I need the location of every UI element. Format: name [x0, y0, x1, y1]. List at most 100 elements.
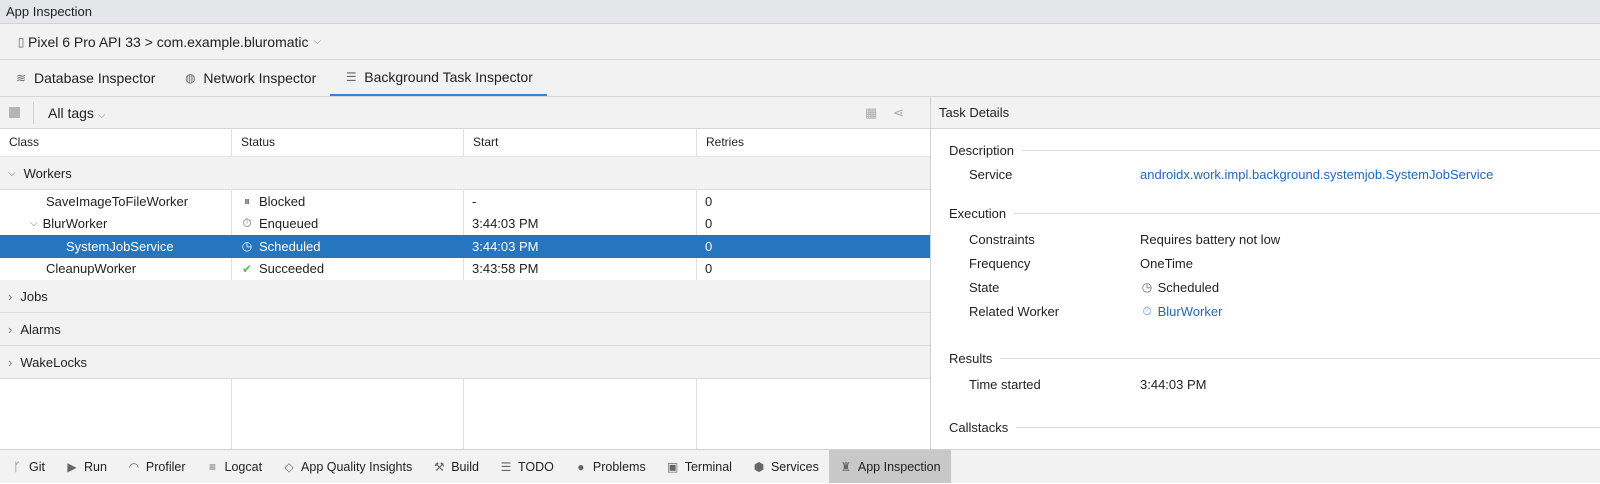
clock-icon: ◷ [241, 239, 253, 254]
tool-build[interactable]: ⚒ Build [422, 450, 489, 483]
time-started-value: 3:44:03 PM [1140, 376, 1207, 392]
group-workers[interactable]: ⌵ Workers [0, 157, 930, 190]
tool-problems[interactable]: ● Problems [564, 450, 656, 483]
timer-icon: ⏱ [242, 216, 252, 231]
tab-label: Background Task Inspector [364, 69, 533, 85]
tool-label: App Inspection [857, 459, 941, 474]
state-label: State [969, 279, 1000, 295]
table-header: Class Status Start Retries [0, 129, 930, 157]
table-empty-area [0, 379, 930, 451]
chevron-right-icon: › [8, 288, 13, 304]
tool-label: Profiler [145, 459, 186, 474]
table-view-icon[interactable]: ▦ [865, 104, 878, 120]
device-selector[interactable]: ▯ Pixel 6 Pro API 33 > com.example.bluro… [0, 24, 1600, 60]
tool-label: Git [29, 459, 45, 474]
cell-retries: 0 [705, 193, 713, 209]
status-label: Scheduled [259, 238, 321, 254]
column-start[interactable]: Start [464, 129, 697, 156]
device-icon: ▯ [17, 34, 25, 49]
tool-services[interactable]: ⬢ Services [742, 450, 829, 483]
cell-class: ⌵ BlurWorker [0, 212, 232, 235]
task-toolbar: All tags ⌵ ▦ ⋖ [0, 97, 930, 129]
cell-class: SystemJobService [0, 235, 232, 258]
section-heading: Callstacks [949, 420, 1009, 435]
group-label: WakeLocks [20, 354, 88, 370]
chevron-down-icon: ⌵ [8, 167, 16, 179]
related-worker-link[interactable]: BlurWorker [1157, 303, 1223, 319]
group-jobs[interactable]: › Jobs [0, 280, 930, 313]
section-heading: Execution [949, 206, 1007, 221]
tab-database-inspector[interactable]: ≋ Database Inspector [0, 60, 169, 96]
tool-label: Problems [592, 459, 646, 474]
inspector-tabs: ≋ Database Inspector ◍ Network Inspector ☰… [0, 60, 1600, 97]
time-started-label: Time started [969, 376, 1041, 392]
frequency-value: OneTime [1140, 255, 1193, 271]
tool-label: Terminal [684, 459, 732, 474]
logcat-icon: ≡ [209, 459, 217, 474]
constraints-value: Requires battery not low [1140, 231, 1281, 247]
status-label: Succeeded [259, 261, 325, 277]
tool-app-inspection[interactable]: ♜ App Inspection [828, 450, 951, 483]
tool-run[interactable]: ▶ Run [55, 450, 117, 483]
cell-status: ⏱ Enqueued [232, 212, 464, 235]
cell-status: ◷ Scheduled [232, 235, 464, 258]
tab-background-task-inspector[interactable]: ☰ Background Task Inspector [330, 60, 547, 96]
git-icon: ᚴ [13, 459, 21, 474]
tags-dropdown[interactable]: All tags ⌵ [48, 105, 105, 121]
window-title: App Inspection [0, 0, 1600, 24]
tool-label: Services [770, 459, 819, 474]
check-icon: ✔ [241, 261, 253, 276]
section-heading: Description [949, 143, 1015, 158]
tab-network-inspector[interactable]: ◍ Network Inspector [169, 60, 330, 96]
clock-icon: ◷ [1141, 280, 1153, 294]
tool-profiler[interactable]: ◠ Profiler [117, 450, 196, 483]
constraints-label: Constraints [969, 231, 1035, 247]
state-value: Scheduled [1157, 279, 1220, 295]
services-icon: ⬢ [753, 459, 765, 474]
tool-terminal[interactable]: ▣ Terminal [656, 450, 742, 483]
hammer-icon: ⚒ [433, 459, 445, 474]
column-class[interactable]: Class [0, 129, 232, 156]
service-link[interactable]: androidx.work.impl.background.systemjob.… [1140, 166, 1494, 182]
tab-label: Network Inspector [203, 70, 317, 86]
group-alarms[interactable]: › Alarms [0, 313, 930, 346]
tool-todo[interactable]: ☰ TODO [489, 450, 564, 483]
cell-status: ✔ Succeeded [232, 257, 464, 280]
cell-retries: 0 [705, 238, 713, 254]
group-wakelocks[interactable]: › WakeLocks [0, 346, 930, 379]
column-retries[interactable]: Retries [706, 135, 745, 149]
cell-start: 3:44:03 PM [464, 235, 697, 258]
section-callstacks: Callstacks [949, 420, 1600, 435]
table-row[interactable]: ⌵ BlurWorker ⏱ Enqueued 3:44:03 PM 0 [0, 212, 930, 235]
table-row[interactable]: CleanupWorker ✔ Succeeded 3:43:58 PM 0 [0, 257, 930, 280]
stop-button[interactable] [9, 107, 20, 118]
globe-icon: ◍ [185, 71, 196, 85]
group-label: Workers [23, 165, 72, 181]
table-row[interactable]: SaveImageToFileWorker ⏸ Blocked - 0 [0, 190, 930, 213]
cell-start: 3:44:03 PM [464, 212, 697, 235]
tool-app-quality-insights[interactable]: ◇ App Quality Insights [272, 450, 422, 483]
cell-retries: 0 [705, 216, 713, 232]
graph-view-icon[interactable]: ⋖ [893, 104, 904, 120]
problems-icon: ● [577, 459, 585, 474]
section-description: Description [949, 143, 1600, 158]
status-label: Enqueued [259, 216, 319, 232]
tool-git[interactable]: ᚴ Git [0, 450, 55, 483]
column-status[interactable]: Status [232, 129, 464, 156]
device-selector-label: Pixel 6 Pro API 33 > com.example.bluroma… [28, 33, 309, 50]
tool-label: TODO [518, 459, 554, 474]
chevron-right-icon: › [8, 321, 13, 337]
database-icon: ≋ [15, 71, 27, 85]
chevron-down-icon[interactable]: ⌵ [30, 218, 38, 230]
section-results: Results [949, 351, 1600, 366]
section-heading: Results [949, 351, 993, 366]
group-label: Alarms [20, 321, 61, 337]
tool-label: Build [451, 459, 480, 474]
tool-logcat[interactable]: ≡ Logcat [196, 450, 273, 483]
cell-retries: 0 [705, 261, 713, 277]
pause-icon: ⏸ [243, 193, 250, 208]
table-row-selected[interactable]: SystemJobService ◷ Scheduled 3:44:03 PM 0 [0, 235, 930, 258]
cell-class: SaveImageToFileWorker [0, 190, 232, 213]
profiler-icon: ◠ [128, 459, 140, 474]
timer-icon: ⏱ [1142, 303, 1152, 318]
